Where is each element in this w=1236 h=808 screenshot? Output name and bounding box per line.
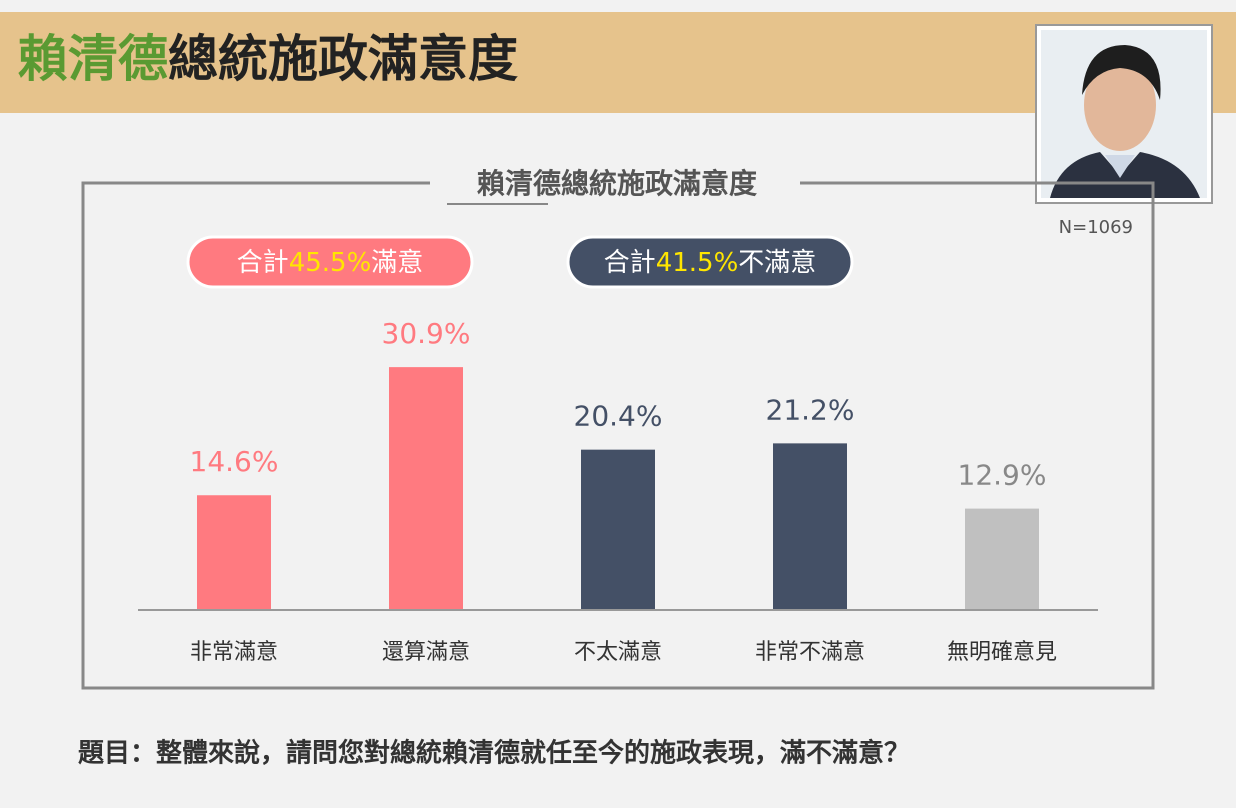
- category-label: 非常滿意: [190, 640, 278, 665]
- value-label: 20.4%: [574, 400, 663, 433]
- category-label: 還算滿意: [382, 640, 470, 665]
- badge-value: 41.5%: [656, 248, 739, 278]
- badge-suffix: 不滿意: [738, 248, 816, 278]
- category-label: 不太滿意: [574, 640, 662, 665]
- portrait: [1035, 24, 1213, 204]
- badge-prefix: 合計: [604, 248, 656, 278]
- bar: [197, 495, 271, 610]
- badge-prefix: 合計: [237, 248, 289, 278]
- value-label: 14.6%: [190, 445, 279, 478]
- header-title: 賴清德總統施政滿意度: [18, 30, 518, 88]
- badge-value: 45.5%: [289, 248, 372, 278]
- badge-text: 合計45.5%滿意: [237, 248, 424, 278]
- badge-text: 合計41.5%不滿意: [604, 248, 817, 278]
- value-label: 12.9%: [958, 459, 1047, 492]
- value-label: 21.2%: [766, 393, 855, 426]
- badge-suffix: 滿意: [371, 248, 423, 278]
- bar: [389, 367, 463, 610]
- header-bar: [0, 12, 1236, 113]
- question: 題目：整體來說，請問您對總統賴清德就任至今的施政表現，滿不滿意？: [78, 738, 910, 769]
- bar: [581, 449, 655, 610]
- header-title-rest: 總統施政滿意度: [168, 30, 518, 88]
- category-label: 無明確意見: [947, 640, 1057, 665]
- bar: [965, 508, 1039, 610]
- header-title-highlight: 賴清德: [18, 30, 168, 88]
- title-gap: [430, 165, 800, 205]
- bar: [773, 443, 847, 610]
- sample-size: N=1069: [1059, 217, 1133, 238]
- chart-title: 賴清德總統施政滿意度: [477, 167, 757, 200]
- category-label: 非常不滿意: [755, 640, 865, 665]
- value-label: 30.9%: [382, 317, 471, 350]
- badge: [186, 235, 474, 289]
- badge: [566, 235, 854, 289]
